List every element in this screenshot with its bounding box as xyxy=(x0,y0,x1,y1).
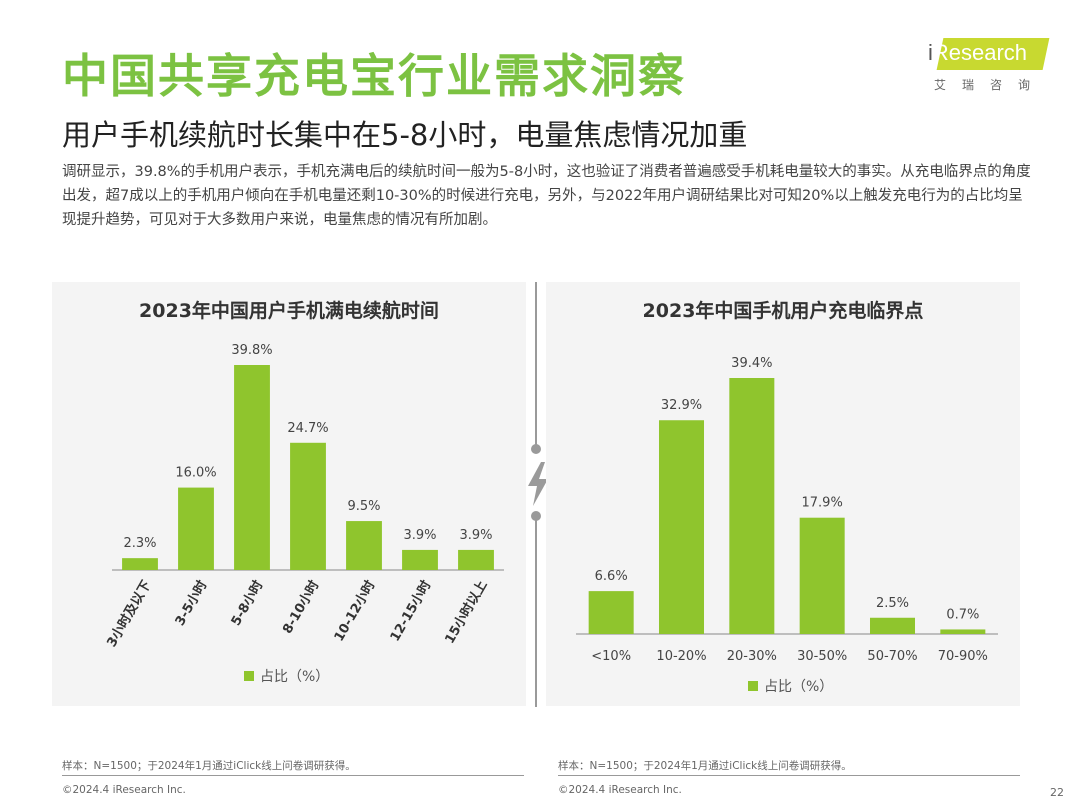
page-number: 22 xyxy=(1050,786,1064,799)
data-label: 0.7% xyxy=(946,607,979,622)
data-label: 3.9% xyxy=(459,528,492,543)
bar xyxy=(869,617,916,634)
legend-charge-threshold: 占比（%） xyxy=(748,676,833,696)
legend-label: 占比（%） xyxy=(260,669,330,685)
x-tick-label: 5-8小时 xyxy=(228,578,267,629)
bar xyxy=(346,521,382,570)
data-label: 2.3% xyxy=(123,536,156,551)
x-tick-label: 3小时及以下 xyxy=(104,578,155,650)
chart-title-battery-life: 2023年中国用户手机满电续航时间 xyxy=(139,300,439,322)
bar xyxy=(799,517,845,634)
bar xyxy=(290,442,326,570)
data-label: 6.6% xyxy=(595,569,628,584)
bar xyxy=(234,365,270,570)
copyright-right: ©2024.4 iResearch Inc. xyxy=(558,784,682,796)
divider-line-top xyxy=(535,282,537,448)
legend-battery-life: 占比（%） xyxy=(244,666,329,686)
data-label: 24.7% xyxy=(287,421,328,436)
divider-dot-bottom xyxy=(531,511,541,521)
bar xyxy=(729,378,775,634)
page-title: 中国共享充电宝行业需求洞察 xyxy=(62,49,686,103)
footer-divider-right xyxy=(558,775,1020,776)
iresearch-logo: iResearch 艾瑞咨询 xyxy=(928,38,1050,98)
data-label: 17.9% xyxy=(802,496,843,511)
bar xyxy=(402,549,438,570)
footer-divider-left xyxy=(62,775,524,776)
data-label: 16.0% xyxy=(175,466,216,481)
logo-chinese: 艾瑞咨询 xyxy=(934,78,1047,92)
bar xyxy=(178,487,214,570)
data-label: 2.5% xyxy=(876,596,909,611)
x-tick-label: 8-10小时 xyxy=(279,578,322,637)
x-tick-label: <10% xyxy=(591,649,631,664)
data-label: 39.8% xyxy=(231,343,272,358)
bar xyxy=(588,591,634,634)
x-tick-label: 3-5小时 xyxy=(172,578,211,629)
bar xyxy=(940,629,986,634)
page-subtitle: 用户手机续航时长集中在5-8小时，电量焦虑情况加重 xyxy=(62,118,748,152)
footnote-left: 样本：N=1500；于2024年1月通过iClick线上问卷调研获得。 xyxy=(62,760,356,772)
x-tick-label: 10-12小时 xyxy=(331,578,379,645)
divider-dot-top xyxy=(531,444,541,454)
logo-brand: Research xyxy=(932,40,1028,65)
x-tick-label: 50-70% xyxy=(867,649,917,664)
divider-line-bottom xyxy=(535,519,537,707)
chart-title-charge-threshold: 2023年中国手机用户充电临界点 xyxy=(642,300,924,322)
data-label: 39.4% xyxy=(731,356,772,371)
legend-label: 占比（%） xyxy=(764,679,834,695)
bar xyxy=(658,420,705,634)
footnote-right: 样本：N=1500；于2024年1月通过iClick线上问卷调研获得。 xyxy=(558,760,852,772)
copyright-left: ©2024.4 iResearch Inc. xyxy=(62,784,186,796)
x-tick-label: 30-50% xyxy=(797,649,847,664)
lightning-bolt-icon xyxy=(528,462,548,506)
description-text: 调研显示，39.8%的手机用户表示，手机充满电后的续航时间一般为5-8小时，这也… xyxy=(62,164,1031,228)
chart-panel-charge-threshold: 2023年中国手机用户充电临界点 6.6% <10% 32.9% 10-20% 39.4… xyxy=(546,282,1020,706)
chart-panel-battery-life: 2023年中国用户手机满电续航时间 2.3% 3小时及以下 16.0% 3-5小时 39… xyxy=(52,282,526,706)
logo-i: i xyxy=(928,40,933,65)
data-label: 9.5% xyxy=(347,499,380,514)
bar xyxy=(122,558,158,570)
x-tick-label: 12-15小时 xyxy=(387,578,435,645)
x-tick-label: 70-90% xyxy=(938,649,988,664)
chart-charge-threshold: 6.6% <10% 32.9% 10-20% 39.4% 20-30% 17.9% 30-50… xyxy=(576,356,998,664)
bar xyxy=(458,549,494,570)
legend-swatch xyxy=(244,671,254,681)
x-tick-label: 10-20% xyxy=(656,649,706,664)
legend-swatch xyxy=(748,681,758,691)
x-tick-label: 15小时以上 xyxy=(442,578,491,647)
chart-battery-life: 2.3% 3小时及以下 16.0% 3-5小时 39.8% 5-8小时 24.7% 8-10小… xyxy=(104,343,504,650)
data-label: 3.9% xyxy=(403,528,436,543)
data-label: 32.9% xyxy=(661,398,702,413)
x-tick-label: 20-30% xyxy=(727,649,777,664)
